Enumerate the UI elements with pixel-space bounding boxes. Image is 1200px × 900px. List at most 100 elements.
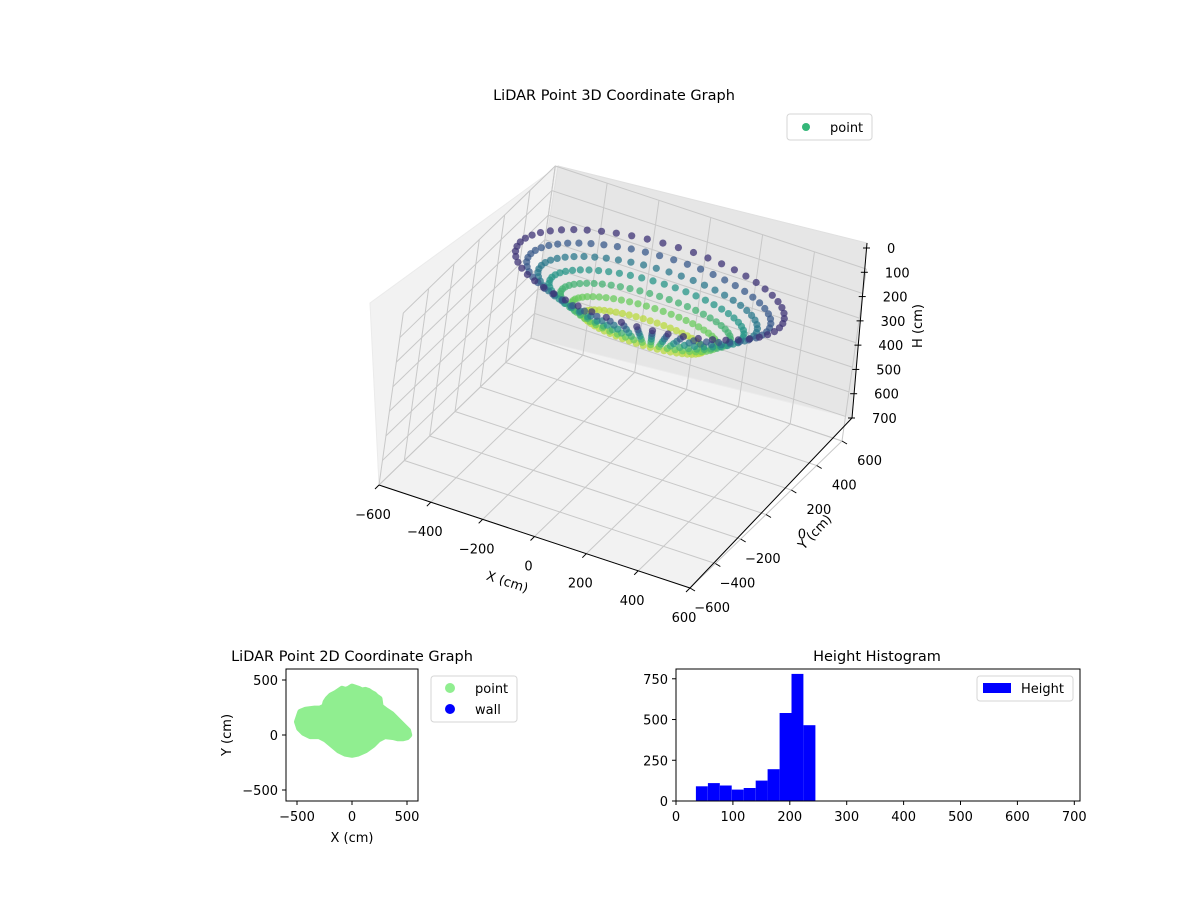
y-axis-line — [689, 417, 853, 589]
cloud-3d-point — [695, 323, 703, 331]
cloud-3d-point — [699, 310, 708, 318]
plot-2d-x-tick-label: 500 — [395, 810, 420, 825]
cloud-3d-point — [755, 333, 763, 341]
z-tick-label: 0 — [887, 242, 895, 257]
cloud-3d-point — [602, 313, 610, 321]
cloud-3d-point — [651, 305, 659, 313]
cloud-3d-point — [667, 310, 675, 318]
cloud-3d-point — [618, 309, 627, 318]
cloud-3d-point — [600, 241, 608, 249]
cloud-3d-point — [521, 234, 530, 242]
cloud-3d-point — [546, 227, 554, 235]
legend-2d-point-label: point — [475, 682, 508, 697]
legend-2d-point-marker — [445, 683, 455, 693]
histogram-title: Height Histogram — [813, 649, 941, 665]
cloud-3d-point — [696, 340, 705, 348]
cloud-3d-point — [712, 318, 720, 326]
cloud-3d-point — [574, 302, 582, 310]
y-tick-label: 200 — [807, 503, 832, 518]
cloud-3d-point — [710, 301, 718, 309]
histogram-x-tick-label: 600 — [1005, 810, 1030, 825]
grid-left-y — [429, 263, 455, 437]
plot-2d-ylabel: Y (cm) — [220, 714, 235, 757]
x-tick-label: −600 — [355, 508, 391, 523]
y-tick-label: 0 — [798, 528, 806, 543]
z-tick-label: 600 — [874, 388, 899, 403]
cloud-3d-point — [614, 256, 623, 264]
cloud-3d-point — [729, 296, 737, 304]
z-axis-label: H (cm) — [911, 304, 926, 348]
cloud-3d-point — [692, 306, 700, 314]
grid-back-x — [789, 251, 815, 424]
histogram-x-tick-label: 500 — [948, 810, 973, 825]
cloud-3d-point — [589, 293, 597, 301]
cloud-3d-point — [612, 229, 620, 237]
cloud-3d-point — [615, 269, 624, 277]
cloud-3d-point — [682, 316, 690, 325]
cloud-3d-point — [749, 293, 757, 301]
histogram-x-tick-label: 0 — [672, 810, 680, 825]
histogram-bar — [695, 786, 708, 801]
cloud-3d-point — [539, 283, 548, 291]
cloud-3d-point — [627, 245, 635, 253]
histogram-bar — [743, 788, 756, 801]
cloud-3d-point — [692, 292, 700, 300]
plot-2d: LiDAR Point 2D Coordinate Graph −500 0 500… — [220, 649, 518, 846]
x-tick-label: 600 — [672, 611, 697, 626]
grid-wall-h — [378, 337, 843, 486]
cloud-3d-point — [597, 227, 606, 235]
cloud-3d-point — [642, 302, 651, 310]
y-tick-label: −600 — [694, 601, 730, 616]
y-tick — [791, 489, 797, 494]
cloud-3d-point — [689, 276, 697, 285]
cloud-3d-point — [709, 270, 717, 279]
cloud-3d-point — [652, 264, 660, 272]
histogram-bar — [755, 780, 768, 801]
x-tick — [530, 536, 535, 541]
y-tick — [841, 440, 848, 445]
histogram-x-tick-label: 100 — [720, 810, 745, 825]
ticks-3d: −600−400−2000200400600−600−400−200020040… — [355, 242, 910, 626]
cloud-3d-point — [730, 266, 739, 274]
cloud-3d-point — [774, 298, 782, 306]
cloud-3d-point — [675, 313, 683, 321]
cloud-3d-point — [580, 307, 589, 315]
cloud-3d-point — [570, 226, 578, 234]
cloud-3d-point — [550, 290, 558, 298]
cloud-3d-point — [778, 304, 786, 312]
cloud-3d-point — [607, 281, 615, 289]
cloud-3d-point — [617, 296, 626, 304]
histogram-bar — [791, 673, 804, 801]
cloud-3d-point — [641, 248, 650, 256]
cloud-3d-point — [721, 276, 729, 284]
cloud-3d-point — [523, 270, 532, 279]
cloud-3d-point — [679, 333, 688, 341]
cloud-3d-point — [682, 288, 690, 296]
cloud-3d-point — [605, 268, 613, 276]
cloud-3d-point — [672, 327, 681, 335]
grid-back-x — [582, 183, 608, 356]
height-histogram: Height Histogram 0 100 200 300 400 500 600 7000… — [643, 649, 1087, 825]
cloud-3d-point — [671, 284, 679, 292]
y-tick-label: 600 — [857, 454, 882, 469]
cloud-3d-point — [683, 260, 692, 268]
cloud-3d-point — [569, 302, 577, 310]
cloud-3d-point — [625, 311, 633, 319]
cloud-3d-point — [626, 285, 634, 293]
grid-wall-h — [402, 165, 867, 314]
cloud-3d-point — [665, 296, 673, 304]
histogram-bars — [695, 673, 816, 801]
cloud-3d-point — [580, 252, 588, 261]
cloud-3d-point — [626, 298, 634, 306]
cloud-3d-point — [568, 266, 577, 274]
x-tick — [633, 570, 639, 576]
legend-2d: point wall — [430, 675, 518, 723]
z-tick-label: 700 — [872, 412, 897, 427]
cloud-3d-point — [670, 256, 678, 264]
point-cloud-3d — [511, 226, 788, 358]
grid-wall-h — [382, 312, 846, 461]
cloud-3d-point — [616, 283, 625, 291]
cloud-3d-point — [633, 323, 641, 331]
cloud-3d-point — [656, 252, 664, 260]
